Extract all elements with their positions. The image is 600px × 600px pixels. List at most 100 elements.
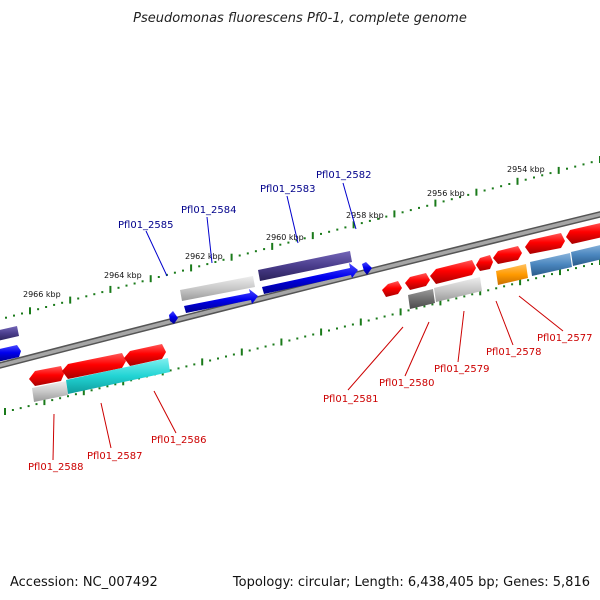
ruler-minor-tick	[225, 355, 227, 358]
ruler-minor-tick	[367, 319, 370, 322]
gene-label-pfl01-2581[interactable]: Pfl01_2581	[323, 394, 379, 405]
gene-label-pfl01-2583[interactable]: Pfl01_2583	[260, 184, 316, 195]
ruler-minor-tick	[67, 395, 69, 398]
ruler-minor-tick	[423, 305, 426, 308]
gene-label-pfl01-2582[interactable]: Pfl01_2582	[316, 170, 372, 181]
gene-label-pfl01-2584[interactable]: Pfl01_2584	[181, 205, 237, 216]
ruler-minor-tick	[527, 279, 530, 282]
ruler-major-tick	[559, 268, 561, 276]
ruler-minor-tick	[272, 343, 275, 346]
gene-pfl01-2585[interactable]	[169, 311, 178, 324]
ruler-minor-tick	[455, 297, 458, 300]
ruler-major-tick	[190, 264, 193, 272]
ruler-minor-tick	[173, 271, 176, 274]
genome-backbone	[0, 212, 600, 368]
ruler-minor-tick	[459, 196, 461, 199]
ruler-minor-tick	[90, 389, 93, 392]
leader-line	[518, 295, 564, 332]
ruler-minor-tick	[217, 357, 219, 360]
ruler-major-tick	[201, 358, 204, 366]
gene-feature[interactable]	[405, 273, 430, 290]
ruler-minor-tick	[491, 187, 494, 190]
ruler-minor-tick	[320, 232, 322, 235]
ruler-minor-tick	[209, 359, 212, 362]
gene-feature[interactable]	[184, 289, 258, 313]
gene-feature[interactable]	[29, 366, 64, 386]
gene-feature[interactable]	[476, 255, 493, 271]
gene-label-pfl01-2580[interactable]: Pfl01_2580	[379, 378, 435, 389]
ruler-label-2958: 2958 kbp	[346, 211, 384, 220]
ruler-minor-tick	[495, 287, 498, 290]
ruler-minor-tick	[344, 226, 347, 229]
ruler-minor-tick	[360, 222, 363, 225]
ruler-minor-tick	[141, 280, 144, 283]
ruler-minor-tick	[232, 353, 235, 356]
ruler-minor-tick	[575, 267, 577, 270]
ruler-minor-tick	[409, 209, 412, 212]
ruler-minor-tick	[51, 399, 54, 402]
gene-feature[interactable]	[525, 233, 565, 254]
gene-feature[interactable]	[493, 246, 522, 264]
ruler-major-tick	[149, 275, 152, 283]
ruler-minor-tick	[279, 243, 282, 246]
gene-label-pfl01-2579[interactable]: Pfl01_2579	[434, 364, 490, 375]
ruler-minor-tick	[467, 193, 470, 196]
gene-label-pfl01-2587[interactable]: Pfl01_2587	[87, 451, 143, 462]
ruler-label-2962: 2962 kbp	[185, 252, 223, 261]
ruler-minor-tick	[426, 204, 429, 207]
gene-feature[interactable]	[262, 263, 358, 294]
gene-label-pfl01-2577[interactable]: Pfl01_2577	[537, 333, 593, 344]
gene-feature[interactable]	[566, 222, 600, 244]
gene-label-pfl01-2586[interactable]: Pfl01_2586	[151, 435, 207, 446]
gene-pfl01-2579[interactable]	[434, 277, 482, 302]
ruler-minor-tick	[117, 286, 120, 289]
gene-pfl01-2579-red[interactable]	[430, 260, 476, 284]
gene-pfl01-2577[interactable]	[530, 253, 572, 276]
gene-feature[interactable]	[0, 345, 21, 362]
ruler-major-tick	[82, 388, 85, 396]
ruler-minor-tick	[193, 363, 196, 366]
ruler-minor-tick	[483, 189, 486, 192]
gene-pfl01-2588[interactable]	[32, 381, 68, 402]
ruler-minor-tick	[19, 407, 22, 410]
ruler-major-tick	[519, 278, 522, 286]
gene-feature[interactable]	[0, 326, 19, 341]
ruler-major-tick	[352, 221, 355, 229]
gene-pfl01-2586[interactable]	[66, 358, 170, 394]
ruler-minor-tick	[21, 312, 23, 315]
gene-pfl01-2580[interactable]	[408, 289, 435, 309]
gene-pfl01-2582[interactable]	[362, 262, 372, 275]
gene-track-upper	[0, 251, 372, 362]
ruler-minor-tick	[549, 172, 552, 175]
ruler-minor-tick	[177, 367, 180, 370]
ruler-minor-tick	[198, 265, 201, 268]
leader-line	[52, 413, 55, 461]
ruler-minor-tick	[254, 250, 257, 253]
gene-feature[interactable]	[382, 281, 402, 297]
ruler-minor-tick	[541, 174, 544, 177]
ruler-minor-tick	[566, 167, 568, 170]
gene-pfl01-2587-red[interactable]	[62, 353, 126, 379]
ruler-minor-tick	[511, 283, 514, 286]
ruler-minor-tick	[471, 293, 474, 296]
ruler-minor-tick	[85, 295, 88, 298]
gene-label-pfl01-2585[interactable]: Pfl01_2585	[118, 220, 174, 231]
ruler-minor-tick	[238, 254, 241, 257]
gene-pfl01-2584[interactable]	[180, 276, 255, 301]
ruler-major-tick	[479, 288, 482, 296]
ruler-major-tick	[43, 398, 46, 406]
gene-feature[interactable]	[571, 244, 600, 266]
gene-pfl01-2583[interactable]	[258, 251, 352, 281]
ruler-minor-tick	[214, 261, 217, 263]
gene-label-pfl01-2578[interactable]: Pfl01_2578	[486, 347, 542, 358]
gene-pfl01-2578[interactable]	[496, 264, 528, 285]
gene-label-pfl01-2588[interactable]: Pfl01_2588	[28, 462, 84, 473]
gene-pfl01-2586-red[interactable]	[124, 344, 166, 366]
ruler-major-tick	[320, 328, 323, 336]
leader-line	[347, 326, 404, 391]
ruler-minor-tick	[53, 303, 56, 306]
ruler-major-tick	[29, 307, 31, 315]
ruler-minor-tick	[343, 325, 346, 328]
